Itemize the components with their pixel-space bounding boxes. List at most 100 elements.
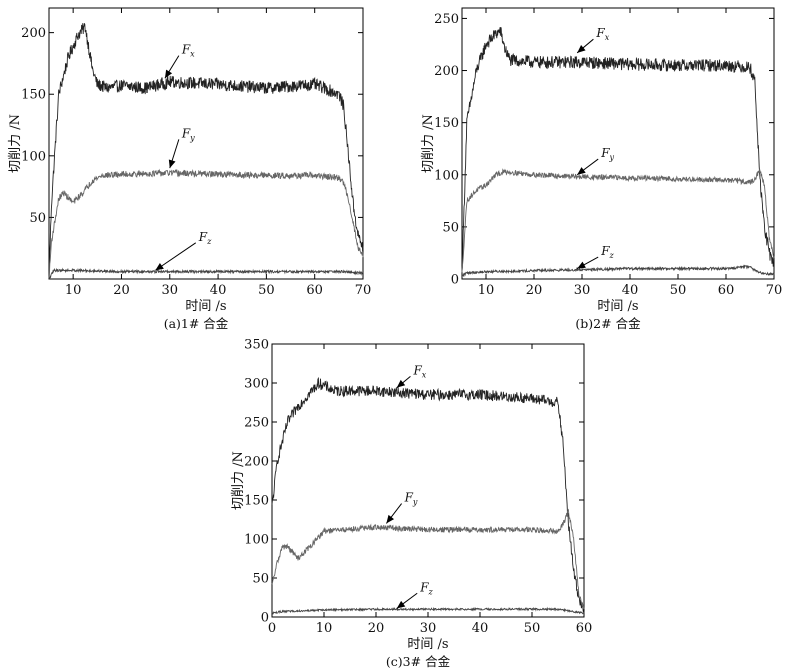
annotation-label-main: F	[600, 146, 610, 160]
y-tick-label: 50	[29, 211, 46, 226]
y-tick-label: 200	[21, 26, 46, 41]
annotation-arrow-head	[386, 514, 395, 524]
annotation-arrow-head	[577, 261, 586, 269]
annotation-label-main: F	[412, 363, 422, 377]
annotation-arrow-line	[154, 242, 197, 271]
x-tick-label: 60	[576, 621, 593, 636]
annotation-label: Fy	[181, 126, 195, 142]
annotation-label-main: F	[404, 491, 414, 505]
x-tick-label: 10	[478, 283, 495, 298]
x-tick-label: 20	[526, 283, 543, 298]
annotation-label-sub: y	[412, 498, 418, 507]
annotation-label-main: F	[198, 230, 208, 244]
x-tick-label: 40	[622, 283, 639, 298]
annotation-label-main: F	[181, 43, 191, 57]
annotation-label-sub: x	[422, 370, 427, 379]
y-tick-label: 100	[21, 149, 46, 164]
annotation-label-main: F	[181, 126, 191, 140]
annotation-label: Fz	[419, 580, 433, 596]
annotation-label-main: F	[419, 580, 429, 594]
annotation-label: Fx	[595, 26, 609, 42]
series-line-Fx	[48, 23, 364, 277]
y-tick-label: 150	[21, 88, 46, 103]
x-tick-label: 20	[368, 621, 385, 636]
x-tick-label: 40	[472, 621, 489, 636]
chart-panel-0: 10 20 30 40 50 60 70 50 100 150 200 时间 /s 切削力 /N (a)1…	[8, 7, 372, 331]
annotation-label: Fx	[181, 43, 195, 59]
annotation-label-sub: z	[609, 251, 615, 260]
y-tick-label: 0	[261, 611, 269, 626]
x-tick-label: 20	[113, 283, 130, 298]
annotation-arrow-head	[168, 159, 176, 169]
series-line-Fz	[461, 264, 775, 278]
x-tick-label: 10	[316, 621, 333, 636]
annotation-arrow-head	[396, 600, 406, 609]
y-tick-label: 150	[434, 116, 459, 131]
plot-frame	[271, 343, 585, 618]
y-tick-label: 50	[442, 220, 459, 235]
x-axis-label: 时间 /s	[407, 637, 448, 652]
x-tick-label: 70	[355, 283, 372, 298]
x-tick-label: 30	[420, 621, 437, 636]
y-axis-label: 切削力 /N	[231, 451, 246, 510]
x-axis-label: 时间 /s	[597, 299, 638, 314]
y-tick-label: 50	[252, 572, 269, 587]
y-axis-label: 切削力 /N	[421, 114, 436, 173]
x-tick-label: 0	[268, 621, 276, 636]
x-tick-label: 70	[766, 283, 783, 298]
panel-caption: (a)1# 合金	[164, 316, 229, 331]
y-tick-label: 150	[244, 494, 269, 509]
annotation-arrow-head	[155, 262, 164, 271]
plot-frame	[48, 7, 364, 280]
y-axis-label: 切削力 /N	[8, 114, 23, 173]
series-line-Fz	[271, 606, 585, 615]
y-tick-label: 350	[244, 338, 269, 353]
y-tick-label: 250	[244, 416, 269, 431]
y-tick-label: 100	[244, 533, 269, 548]
annotation-arrow-head	[577, 44, 586, 53]
annotation-label: Fz	[600, 244, 614, 260]
y-tick-label: 100	[434, 168, 459, 183]
x-tick-label: 10	[65, 283, 82, 298]
series-line-Fy	[48, 168, 364, 278]
series-line-Fx	[271, 376, 585, 613]
x-tick-label: 60	[306, 283, 323, 298]
annotation-label-main: F	[600, 244, 610, 258]
y-tick-label: 0	[451, 273, 459, 288]
series-line-Fx	[461, 26, 775, 271]
annotation-label: Fx	[412, 363, 426, 379]
x-axis-label: 时间 /s	[185, 299, 226, 314]
x-tick-label: 30	[161, 283, 178, 298]
annotation-label-sub: y	[609, 153, 615, 162]
annotation-label: Fy	[404, 491, 418, 507]
series-line-Fy	[461, 168, 775, 273]
annotation-arrow-head	[164, 69, 173, 79]
series-line-Fy	[271, 508, 585, 611]
x-tick-label: 40	[210, 283, 227, 298]
y-tick-label: 300	[244, 377, 269, 392]
chart-panel-1: 10 20 30 40 50 60 70 0 50 100 150 200 250 时间 /s 切削力 /N…	[421, 7, 783, 331]
panel-caption: (c)3# 合金	[386, 654, 451, 669]
annotation-label-main: F	[595, 26, 605, 40]
series-line-Fz	[48, 267, 364, 280]
annotation-arrow-head	[396, 379, 406, 388]
y-tick-label: 200	[244, 455, 269, 470]
y-tick-label: 200	[434, 64, 459, 79]
chart-panel-2: 0 10 20 30 40 50 60 0 50 100 150 200 250 300 350 时间 /s 切…	[231, 338, 592, 670]
x-tick-label: 50	[524, 621, 541, 636]
panel-caption: (b)2# 合金	[575, 316, 641, 331]
annotation-label-sub: x	[190, 50, 195, 59]
annotation-label-sub: z	[206, 237, 212, 246]
annotation-label: Fy	[600, 146, 614, 162]
x-tick-label: 50	[258, 283, 275, 298]
annotation-label: Fz	[198, 230, 212, 246]
annotation-label-sub: z	[428, 587, 434, 596]
annotation-label-sub: x	[605, 33, 610, 42]
x-tick-label: 50	[670, 283, 687, 298]
y-tick-label: 250	[434, 12, 459, 27]
annotation-label-sub: y	[189, 133, 195, 142]
annotation-arrow-head	[577, 167, 586, 175]
x-tick-label: 30	[574, 283, 591, 298]
x-tick-label: 60	[718, 283, 735, 298]
